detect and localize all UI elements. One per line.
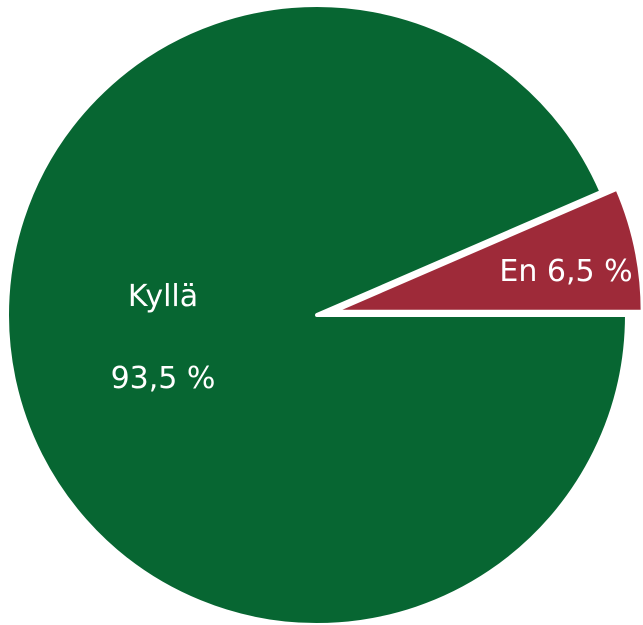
slice-label-en: En 6,5 % — [499, 254, 632, 289]
slices-layer — [5, 3, 643, 625]
slice-label-kylla-value: 93,5 % — [111, 361, 216, 396]
labels-layer: Kyllä 93,5 % En 6,5 % — [111, 254, 633, 396]
slice-label-kylla-name: Kyllä — [128, 279, 198, 314]
pie-slice-kylla — [5, 3, 629, 625]
